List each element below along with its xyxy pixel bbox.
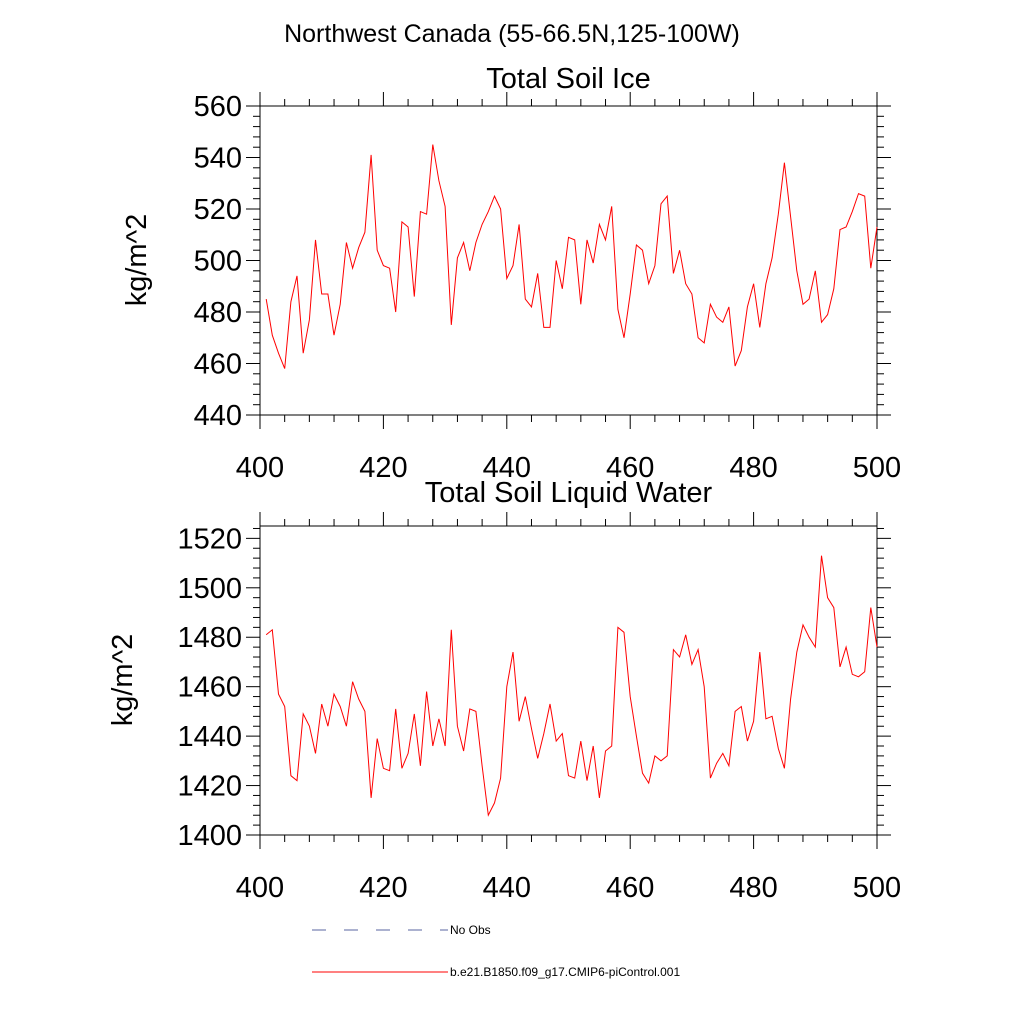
y-tick-label: 440 (194, 400, 242, 432)
main-title: Northwest Canada (55-66.5N,125-100W) (284, 20, 740, 48)
panel-2: Total Soil Liquid Water kg/m^2 400 420 440 46… (107, 477, 901, 904)
y-tick-label: 1400 (177, 820, 242, 852)
y-tick-label: 500 (194, 246, 242, 278)
plot-frame (259, 105, 878, 416)
y-tick-label: 520 (194, 194, 242, 226)
y-tick-label: 1500 (177, 573, 242, 605)
x-tick-label: 500 (853, 872, 901, 904)
x-tick-label: 460 (606, 452, 654, 484)
y-tick-label: 460 (194, 349, 242, 381)
panel-1: Total Soil Ice kg/m^2 400 420 440 460 480 500 44… (121, 63, 901, 484)
x-tick-label: 420 (359, 872, 407, 904)
x-tick-label: 480 (729, 872, 777, 904)
x-tick-label: 440 (483, 872, 531, 904)
x-tick-label: 440 (483, 452, 531, 484)
y-tick-label: 1520 (177, 523, 242, 555)
x-tick-label: 400 (236, 872, 284, 904)
x-tick-label: 460 (606, 872, 654, 904)
x-tick-label: 400 (236, 452, 284, 484)
y-tick-label: 540 (194, 143, 242, 175)
legend: No Obs b.e21.B1850.f09_g17.CMIP6-piContr… (312, 923, 680, 979)
y-tick-label: 1420 (177, 771, 242, 803)
legend-label-no-obs: No Obs (450, 923, 491, 937)
y-tick-label: 1440 (177, 721, 242, 753)
x-tick-label: 420 (359, 452, 407, 484)
x-tick-label: 500 (853, 452, 901, 484)
series-line (265, 144, 878, 369)
panel-title: Total Soil Ice (486, 63, 650, 95)
y-axis-label: kg/m^2 (107, 634, 139, 727)
chart-panels: Total Soil Ice kg/m^2 400 420 440 460 480 500 44… (107, 63, 901, 904)
y-tick-label: 480 (194, 297, 242, 329)
panel-title: Total Soil Liquid Water (425, 477, 713, 509)
y-tick-label: 560 (194, 91, 242, 123)
series-line (265, 555, 878, 817)
plot-frame (259, 525, 878, 836)
y-tick-label: 1480 (177, 622, 242, 654)
legend-label-pi-control: b.e21.B1850.f09_g17.CMIP6-piControl.001 (450, 965, 680, 979)
x-tick-label: 480 (729, 452, 777, 484)
y-tick-label: 1460 (177, 672, 242, 704)
y-axis-label: kg/m^2 (121, 214, 153, 307)
